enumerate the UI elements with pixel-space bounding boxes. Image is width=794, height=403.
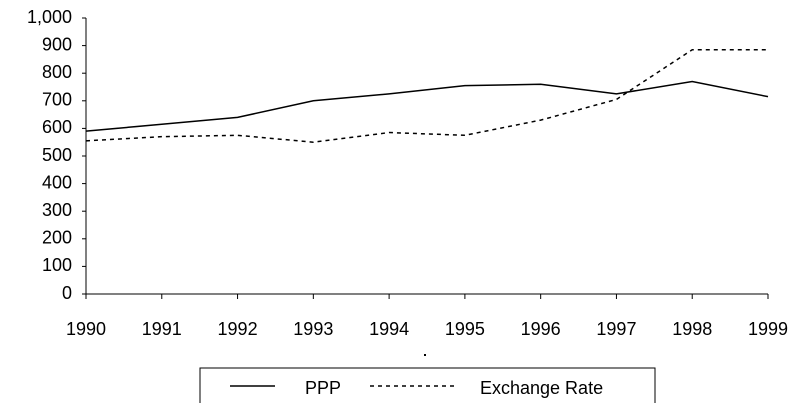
legend-label: Exchange Rate [480, 378, 603, 398]
dot [424, 354, 426, 356]
x-tick-label: 1999 [748, 319, 788, 339]
x-tick-label: 1994 [369, 319, 409, 339]
y-tick-label: 200 [42, 228, 72, 248]
y-tick-label: 500 [42, 145, 72, 165]
legend-label: PPP [305, 378, 341, 398]
y-tick-label: 1,000 [27, 7, 72, 27]
y-tick-label: 600 [42, 117, 72, 137]
x-tick-label: 1997 [596, 319, 636, 339]
series-line [85, 80, 769, 132]
x-tick-label: 1996 [521, 319, 561, 339]
y-tick-label: 400 [42, 172, 72, 192]
x-tick-label: 1995 [445, 319, 485, 339]
y-tick-label: 300 [42, 200, 72, 220]
y-tick-label: 800 [42, 62, 72, 82]
y-tick-label: 0 [62, 283, 72, 303]
y-tick-label: 900 [42, 34, 72, 54]
legend-box [199, 367, 656, 403]
y-tick-label: 100 [42, 255, 72, 275]
x-tick-label: 1992 [218, 319, 258, 339]
x-tick-label: 1998 [672, 319, 712, 339]
y-tick-label: 700 [42, 90, 72, 110]
x-tick-label: 1991 [142, 319, 182, 339]
x-tick-label: 1990 [66, 319, 106, 339]
series-line [85, 48, 768, 143]
x-tick-label: 1993 [293, 319, 333, 339]
